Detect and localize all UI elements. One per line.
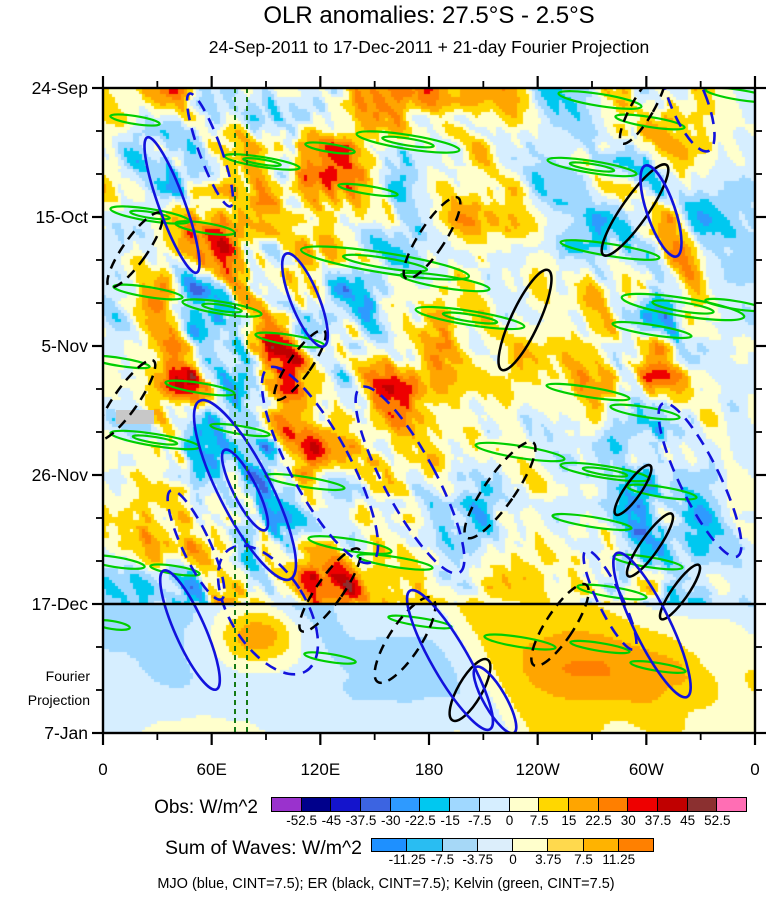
colorbar-tick-label: -45	[321, 813, 342, 828]
colorbar-cell	[567, 797, 599, 812]
olr-heatmap-canvas	[103, 88, 755, 733]
page-subtitle: 24-Sep-2011 to 17-Dec-2011 + 21-day Four…	[208, 37, 650, 57]
colorbar-cell	[716, 797, 747, 812]
colorbar-tick-label: -52.5	[286, 813, 318, 828]
colorbar-tick-label: 37.5	[644, 813, 672, 828]
colorbar-tick-label: 7.5	[529, 813, 549, 828]
colorbar-cell	[617, 838, 654, 852]
colorbar-cell	[271, 797, 302, 812]
colorbar-cell	[330, 797, 362, 812]
x-axis-tick-label: 60W	[628, 760, 664, 779]
x-axis-tick-label: 0	[98, 760, 108, 779]
colorbar-tick-label: -37.5	[345, 813, 377, 828]
colorbar-cell	[371, 838, 408, 852]
colorbar-tick-label: -11.25	[388, 852, 426, 867]
y-axis-tick-label: 24-Sep	[31, 78, 88, 98]
colorbar-tick-label: -3.75	[462, 852, 494, 867]
obs-colorbar-ticks: -52.5 -45 -37.5 -30 -22.5 -15 -7.5 0 7.5 15 22.5 30…	[272, 813, 747, 830]
y-axis-tick-label: 15-Oct	[35, 207, 88, 227]
colorbar-tick-label: 7.5	[574, 852, 593, 867]
y-axis-tick-label: 17-Dec	[31, 594, 88, 614]
obs-colorbar	[271, 797, 747, 812]
colorbar-tick-label: 52.5	[704, 813, 731, 828]
colorbar-cell	[582, 838, 619, 852]
waves-colorbar-label: Sum of Waves: W/m^2	[165, 837, 362, 859]
colorbar-tick-label: -30	[380, 813, 401, 828]
colorbar-tick-label: 30	[620, 813, 636, 828]
page-title: OLR anomalies: 27.5°S - 2.5°S	[263, 2, 595, 29]
colorbar-tick-label: -7.5	[468, 813, 492, 828]
y-axis-tick-label: 26-Nov	[31, 465, 88, 485]
wave-legend-caption: MJO (blue, CINT=7.5); ER (black, CINT=7.…	[157, 876, 615, 892]
colorbar-tick-label: 0	[509, 852, 517, 867]
fourier-annotation-line1: Fourier	[45, 668, 90, 684]
x-axis-tick-label: 120E	[300, 760, 341, 779]
fourier-annotation-line2: Projection	[27, 692, 90, 708]
colorbar-cell	[389, 797, 421, 812]
colorbar-tick-label: 45	[680, 813, 696, 828]
colorbar-cell	[406, 838, 443, 852]
colorbar-cell	[686, 797, 718, 812]
colorbar-tick-label: 15	[561, 813, 577, 828]
colorbar-cell	[478, 797, 510, 812]
waves-colorbar	[371, 838, 654, 852]
colorbar-cell	[419, 797, 451, 812]
colorbar-cell	[360, 797, 391, 812]
colorbar-cell	[627, 797, 658, 812]
colorbar-tick-label: -7.5	[430, 852, 455, 867]
colorbar-cell	[508, 797, 540, 812]
colorbar-tick-label: -15	[440, 813, 460, 828]
colorbar-cell	[597, 797, 629, 812]
colorbar-cell	[449, 797, 480, 812]
obs-colorbar-label: Obs: W/m^2	[154, 797, 258, 818]
waves-colorbar-ticks: -11.25 -7.5 -3.75 0 3.75 7.5 11.25	[372, 852, 654, 869]
x-axis-tick-label: 180	[414, 760, 444, 779]
colorbar-cell	[547, 838, 584, 852]
x-axis-tick-label: 60E	[196, 760, 227, 779]
colorbar-cell	[656, 797, 688, 812]
colorbar-tick-label: 0	[505, 813, 514, 828]
colorbar-cell	[512, 838, 549, 852]
colorbar-cell	[476, 838, 513, 852]
colorbar-cell	[300, 797, 332, 812]
colorbar-tick-label: 3.75	[535, 852, 562, 867]
colorbar-cell	[538, 797, 569, 812]
colorbar-tick-label: 22.5	[585, 813, 612, 828]
colorbar-tick-label: 11.25	[602, 852, 636, 867]
x-axis-tick-label: 120W	[515, 760, 560, 779]
colorbar-tick-label: -22.5	[405, 813, 436, 828]
y-axis-tick-label: 7-Jan	[44, 723, 88, 743]
y-axis-tick-label: 5-Nov	[41, 336, 88, 356]
colorbar-cell	[441, 838, 478, 852]
x-axis-tick-label: 0	[750, 760, 760, 779]
